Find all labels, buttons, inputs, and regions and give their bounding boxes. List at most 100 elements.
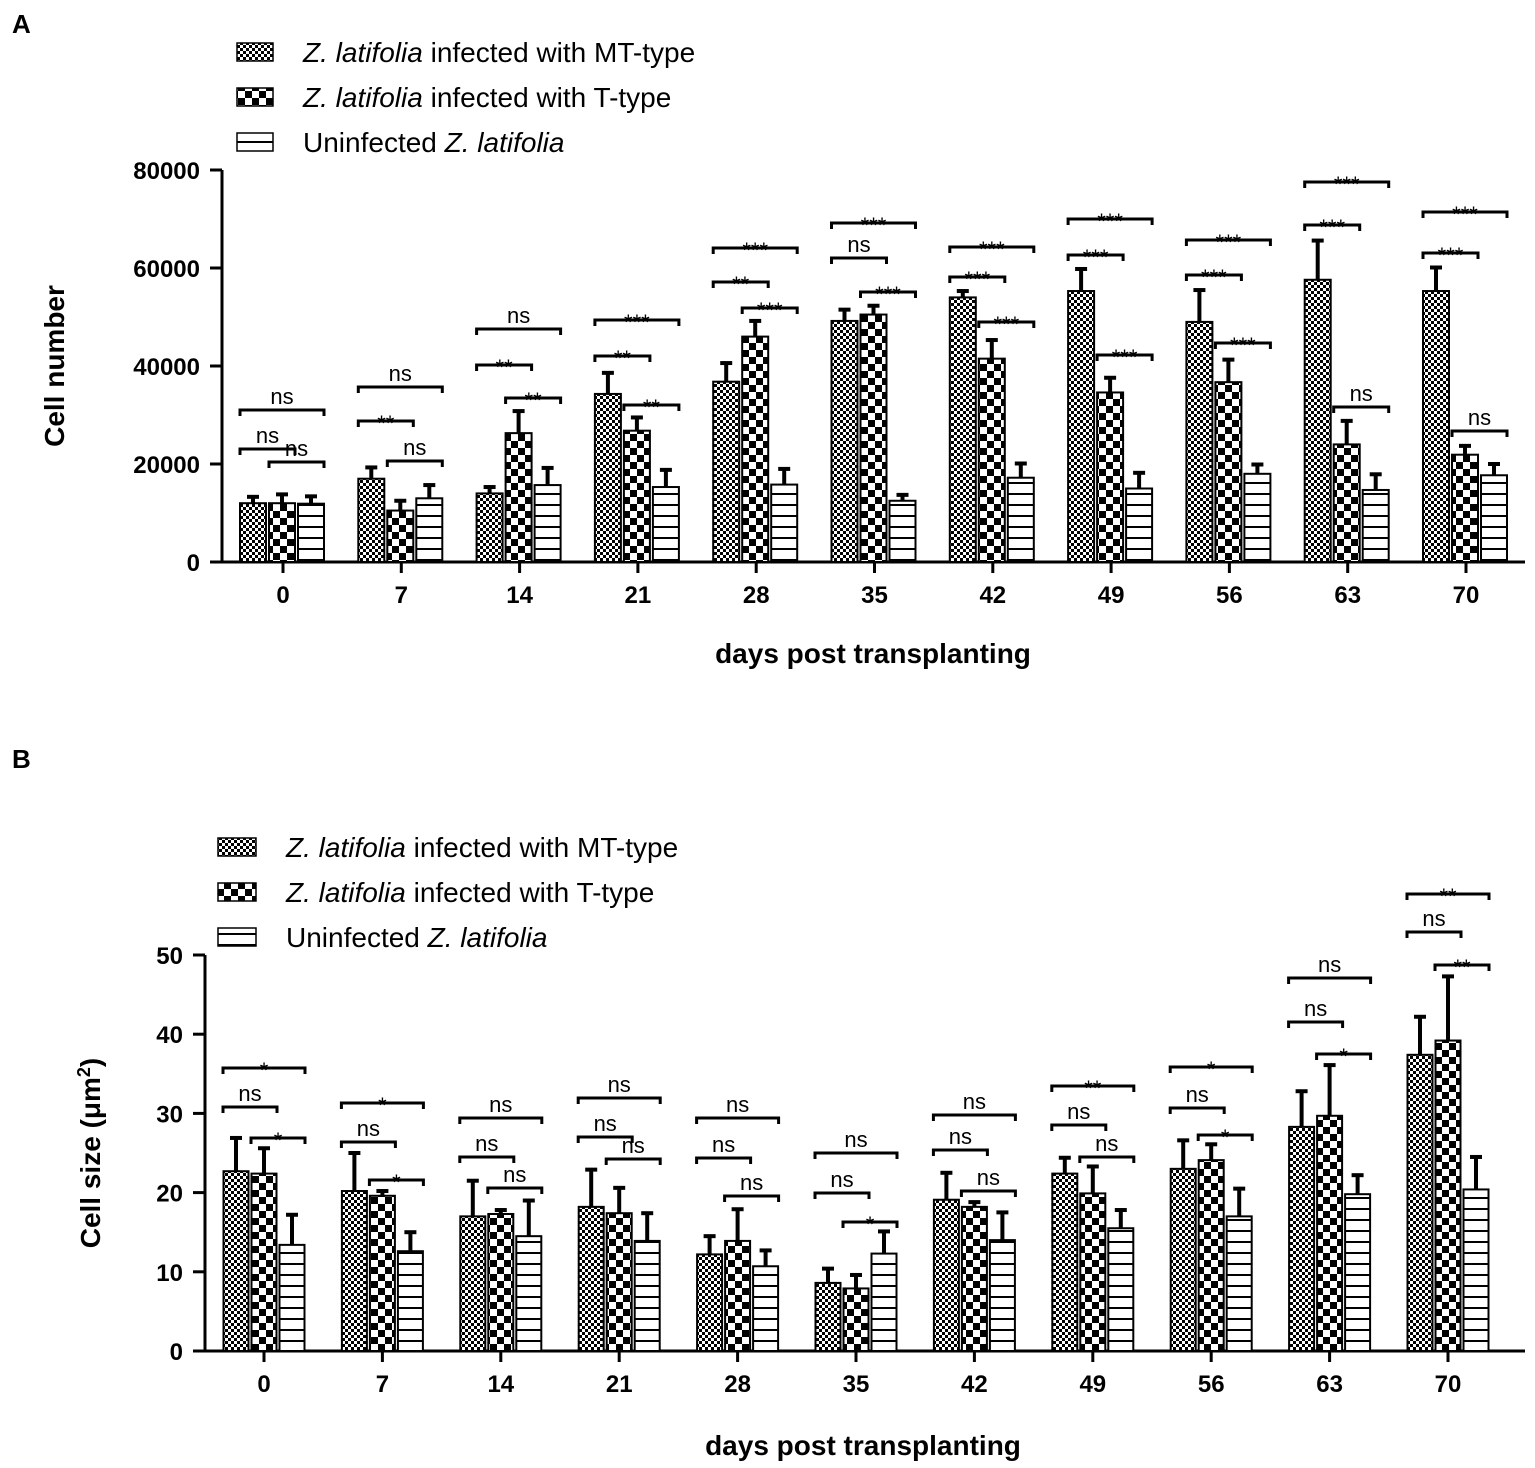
sig-label: *** — [742, 238, 768, 263]
x-axis-title-b: days post transplanting — [705, 1430, 1021, 1461]
bar-uninfected-day-49 — [1107, 1227, 1135, 1352]
y-tick-label: 80000 — [133, 158, 200, 185]
x-tick-label: 7 — [376, 1371, 389, 1398]
sig-label: *** — [1083, 245, 1109, 270]
bar-uninfected-day-42 — [988, 1239, 1016, 1352]
y-axis-title-b: Cell size (μm2) — [74, 1058, 106, 1249]
sig-label: *** — [1097, 209, 1123, 234]
sig-label: ns — [1422, 906, 1445, 931]
sig-label: ns — [949, 1124, 972, 1149]
bar-uninfected-day-21 — [633, 1239, 661, 1352]
bar-mt-type-day-21 — [593, 392, 622, 563]
sig-label: *** — [875, 282, 901, 307]
x-tick-label: 63 — [1334, 582, 1361, 609]
sig-label: *** — [1230, 333, 1256, 358]
legend-text-rest: infected with MT-type — [423, 37, 695, 68]
sig-label: *** — [757, 298, 783, 323]
sig-label: *** — [861, 213, 887, 238]
x-tick-label: 49 — [1098, 582, 1125, 609]
y-tick-label: 60000 — [133, 256, 200, 283]
sig-label: ns — [357, 1116, 380, 1141]
y-tick-label: 0 — [187, 550, 200, 577]
y-ticks-b: 0 10 20 30 40 50 — [156, 943, 205, 1366]
legend-label-3: Uninfected Z. latifolia — [286, 922, 547, 953]
bar-uninfected-day-42 — [1006, 476, 1035, 563]
bar-mt-type-day-63 — [1288, 1125, 1316, 1353]
x-tick-label: 35 — [861, 582, 888, 609]
bar-mt-type-day-49 — [1051, 1172, 1079, 1353]
sig-label: ns — [1318, 952, 1341, 977]
sig-label: ns — [507, 303, 530, 328]
sig-label: ns — [608, 1072, 631, 1097]
y-ticks-a: 0 20000 40000 60000 80000 — [133, 158, 222, 577]
legend-swatch-2 — [236, 87, 274, 107]
legend-label-2: Z. latifolia infected with T-type — [302, 82, 671, 113]
sig-label: * — [1221, 1125, 1230, 1150]
y-tick-label: 0 — [170, 1339, 183, 1366]
sig-label: ns — [712, 1132, 735, 1157]
x-ticks-a: 0 7 14 21 28 35 42 49 56 63 70 — [276, 562, 1479, 609]
legend-italic: Z. latifolia — [444, 127, 565, 158]
bar-t-type-day-0 — [268, 502, 296, 564]
sig-label: *** — [1112, 345, 1138, 370]
sig-label: ns — [847, 232, 870, 257]
sig-label: * — [1207, 1057, 1216, 1082]
legend-swatch-1 — [217, 837, 257, 857]
legend-italic: Z. latifolia — [285, 877, 406, 908]
sig-label: ** — [496, 355, 514, 380]
bar-uninfected-day-7 — [415, 497, 444, 563]
sig-label: *** — [1438, 243, 1464, 268]
sig-label: ns — [1067, 1099, 1090, 1124]
sig-label: ** — [732, 272, 750, 297]
bar-mt-type-day-7 — [340, 1190, 368, 1352]
bar-uninfected-day-14 — [533, 484, 562, 564]
x-tick-label: 14 — [487, 1371, 514, 1398]
sig-label: ns — [389, 361, 412, 386]
sig-label: * — [378, 1093, 387, 1118]
bar-mt-type-day-56 — [1169, 1167, 1197, 1352]
sig-label: *** — [1334, 172, 1360, 197]
sig-label: ns — [740, 1170, 763, 1195]
x-tick-label: 70 — [1453, 582, 1480, 609]
bar-mt-type-day-0 — [239, 502, 267, 564]
sig-label: ns — [403, 435, 426, 460]
bar-uninfected-day-14 — [515, 1235, 543, 1353]
bar-uninfected-day-21 — [651, 486, 680, 563]
bar-t-type-day-14 — [504, 432, 533, 563]
y-tick-label: 40000 — [133, 354, 200, 381]
sig-label: ** — [377, 411, 395, 436]
x-tick-label: 42 — [961, 1371, 988, 1398]
bar-uninfected-day-63 — [1361, 488, 1390, 563]
sig-label: ns — [475, 1131, 498, 1156]
bar-t-type-day-56 — [1197, 1159, 1225, 1353]
sig-label: *** — [1319, 215, 1345, 240]
bar-t-type-day-35 — [859, 313, 888, 563]
bar-t-type-day-63 — [1316, 1114, 1344, 1352]
legend-italic: Z. latifolia — [427, 922, 548, 953]
bar-t-type-day-28 — [741, 335, 770, 563]
y-tick-label: 20000 — [133, 452, 200, 479]
sig-label: ns — [844, 1127, 867, 1152]
legend-text-rest: Uninfected — [303, 127, 445, 158]
bar-t-type-day-70 — [1434, 1039, 1462, 1352]
bar-mt-type-day-14 — [459, 1215, 487, 1352]
x-tick-label: 7 — [395, 582, 408, 609]
legend-swatch-1 — [236, 42, 274, 62]
bar-mt-type-day-49 — [1067, 290, 1096, 563]
sig-label: ns — [238, 1081, 261, 1106]
bar-uninfected-day-35 — [888, 499, 917, 563]
bar-t-type-day-21 — [622, 429, 651, 563]
x-tick-label: 0 — [257, 1371, 270, 1398]
y-tick-label: 30 — [156, 1101, 183, 1128]
x-axis-title-a: days post transplanting — [715, 638, 1031, 669]
legend-text-rest: Uninfected — [286, 922, 428, 953]
bar-mt-type-day-14 — [475, 492, 504, 563]
sig-label: ns — [503, 1162, 526, 1187]
x-tick-label: 63 — [1316, 1371, 1343, 1398]
x-tick-label: 0 — [276, 582, 289, 609]
bar-uninfected-day-49 — [1125, 487, 1154, 563]
bar-t-type-day-35 — [842, 1287, 870, 1353]
